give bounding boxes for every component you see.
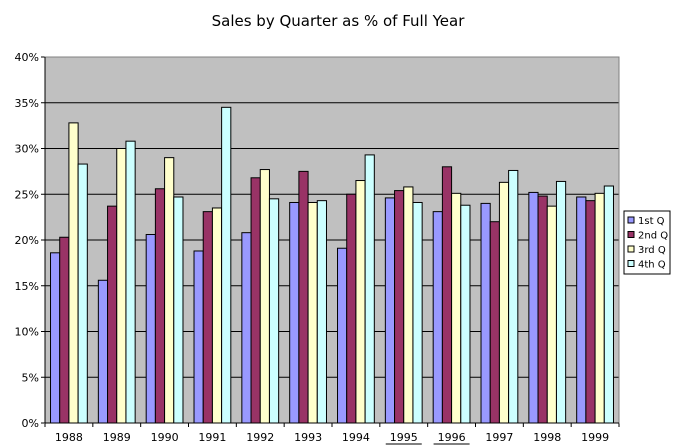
bar-3rd-q-1989	[116, 148, 127, 424]
bar-2nd-q-1996	[441, 166, 453, 424]
bar-4th-q-1991	[221, 106, 232, 424]
bar-2nd-q-1997	[489, 221, 500, 424]
bar-3rd-q-1992	[259, 169, 270, 424]
bar-4th-q-1992	[268, 198, 280, 424]
bar-2nd-q-1999	[585, 200, 596, 424]
x-tick-label: 1993	[294, 431, 322, 444]
legend: 1st Q 2nd Q 3rd Q 4th Q	[623, 210, 671, 275]
x-tick-label: 1992	[246, 431, 274, 444]
bar-3rd-q-1991	[211, 207, 223, 424]
bar-4th-q-1999	[603, 185, 614, 424]
bar-3rd-q-1997	[498, 181, 510, 424]
bar-4th-q-1989	[125, 140, 136, 424]
bar-1st-q-1988	[50, 252, 61, 424]
bar-4th-q-1990	[173, 196, 184, 424]
bar-3rd-q-1994	[355, 180, 366, 424]
y-tick-label: 0%	[22, 417, 39, 430]
y-tick-label: 10%	[15, 326, 39, 339]
x-tick-label: 1996	[438, 431, 466, 444]
bar-3rd-q-1995	[403, 186, 414, 424]
x-tick-label: 1999	[581, 431, 609, 444]
bar-1st-q-1996	[432, 211, 443, 424]
bar-3rd-q-1998	[546, 205, 557, 424]
bar-2nd-q-1990	[154, 188, 166, 424]
bar-2nd-q-1988	[59, 236, 70, 424]
plot-area: 0% 5% 10% 15% 20% 25% 30% 35% 40% 1988 1989 1990 199…	[15, 51, 620, 445]
y-tick-label: 30%	[15, 143, 39, 156]
bar-1st-q-1991	[193, 250, 204, 424]
bar-3rd-q-1990	[164, 157, 175, 424]
bar-4th-q-1997	[508, 169, 519, 424]
x-tick-label: 1997	[485, 431, 513, 444]
y-tick-label: 25%	[15, 188, 39, 201]
legend-swatch	[627, 245, 635, 253]
bar-1st-q-1990	[145, 234, 156, 424]
y-tick-label: 20%	[15, 234, 39, 247]
bar-2nd-q-1993	[298, 170, 309, 424]
x-tick-label: 1995	[390, 431, 418, 444]
x-tick-label: 1989	[103, 431, 131, 444]
bar-1st-q-1993	[289, 201, 300, 424]
bar-4th-q-1988	[77, 163, 88, 424]
bar-2nd-q-1991	[202, 211, 213, 424]
bar-1st-q-1989	[97, 279, 109, 424]
bar-3rd-q-1999	[594, 192, 605, 424]
x-tick-label: 1990	[151, 431, 179, 444]
y-tick-label: 40%	[15, 51, 39, 64]
bar-1st-q-1994	[337, 247, 348, 424]
bar-4th-q-1996	[460, 204, 471, 424]
bar-2nd-q-1992	[250, 177, 261, 424]
y-tick-label: 5%	[22, 371, 39, 384]
bar-4th-q-1995	[412, 201, 423, 424]
bar-4th-q-1998	[555, 180, 567, 424]
x-tick-label: 1988	[55, 431, 83, 444]
bar-2nd-q-1989	[107, 205, 118, 424]
y-tick-label: 35%	[15, 97, 39, 110]
bar-3rd-q-1988	[68, 122, 79, 424]
chart-title: Sales by Quarter as % of Full Year	[212, 12, 466, 30]
bar-2nd-q-1995	[394, 190, 405, 424]
legend-label: 4th Q	[638, 260, 666, 271]
bar-2nd-q-1998	[537, 195, 548, 424]
bar-4th-q-1994	[364, 154, 375, 424]
bar-3rd-q-1993	[307, 201, 318, 424]
legend-swatch	[627, 260, 635, 267]
x-tick-label: 1998	[533, 431, 561, 444]
bar-3rd-q-1996	[451, 192, 462, 424]
bar-4th-q-1993	[316, 200, 327, 424]
bar-1st-q-1998	[528, 191, 539, 424]
bar-1st-q-1992	[241, 232, 252, 424]
x-tick-label: 1994	[342, 431, 370, 444]
legend-label: 2nd Q	[638, 231, 668, 242]
legend-label: 1st Q	[638, 216, 665, 227]
legend-label: 3rd Q	[638, 245, 666, 256]
x-tick-label: 1991	[198, 431, 226, 444]
legend-swatch	[627, 231, 635, 238]
legend-swatch	[627, 216, 635, 224]
bar-1st-q-1997	[480, 202, 491, 424]
y-tick-label: 15%	[15, 280, 39, 293]
bar-1st-q-1999	[576, 196, 587, 424]
bar-1st-q-1995	[384, 197, 396, 424]
bar-2nd-q-1994	[346, 193, 357, 424]
